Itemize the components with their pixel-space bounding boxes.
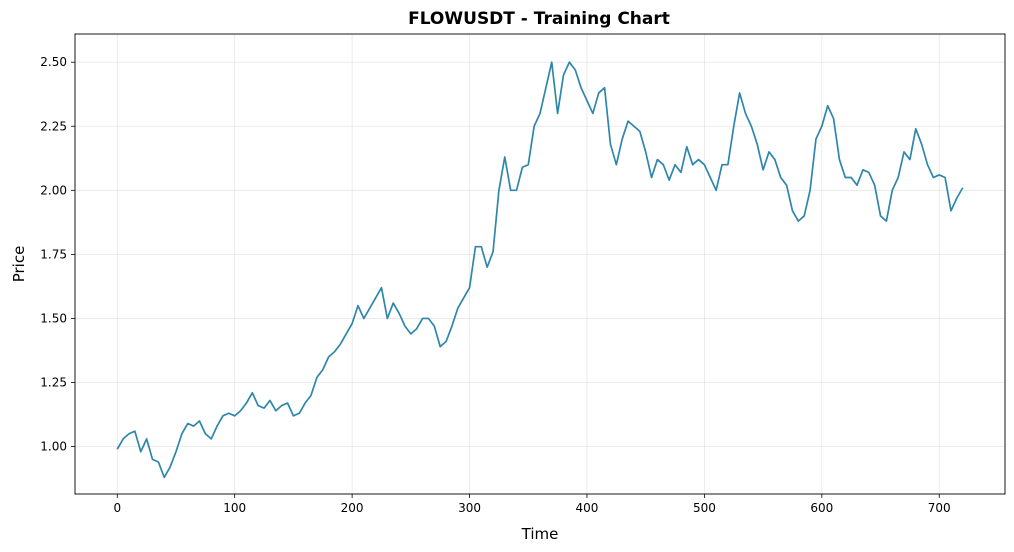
price-series-line: [116, 61, 964, 479]
plot-frame: [74, 33, 1006, 495]
x-tick-label: 600: [810, 501, 833, 515]
x-tick-label: 300: [458, 501, 481, 515]
x-tick-label: 100: [223, 501, 246, 515]
y-tick-label: 2.25: [40, 119, 67, 133]
y-tick-label: 1.50: [40, 311, 67, 325]
y-tick-label: 1.25: [40, 376, 67, 390]
y-tick-label: 2.00: [40, 183, 67, 197]
grid-layer: [75, 34, 1005, 494]
x-tick-label: 500: [693, 501, 716, 515]
x-tick-label: 0: [113, 501, 121, 515]
x-tick-label: 700: [928, 501, 951, 515]
y-axis-label: Price: [10, 246, 28, 283]
x-tick-label: 200: [341, 501, 364, 515]
y-tick-label: 1.75: [40, 247, 67, 261]
y-tick-label: 2.50: [40, 55, 67, 69]
y-tick-label: 1.00: [40, 440, 67, 454]
x-axis-label: Time: [521, 525, 559, 543]
tick-layer: 0 100 200 300 400 500 600 700 1.00 1.25 1.50 1.75 2.…: [40, 55, 950, 515]
chart-title: FLOWUSDT - Training Chart: [408, 9, 670, 29]
x-tick-label: 400: [576, 501, 599, 515]
